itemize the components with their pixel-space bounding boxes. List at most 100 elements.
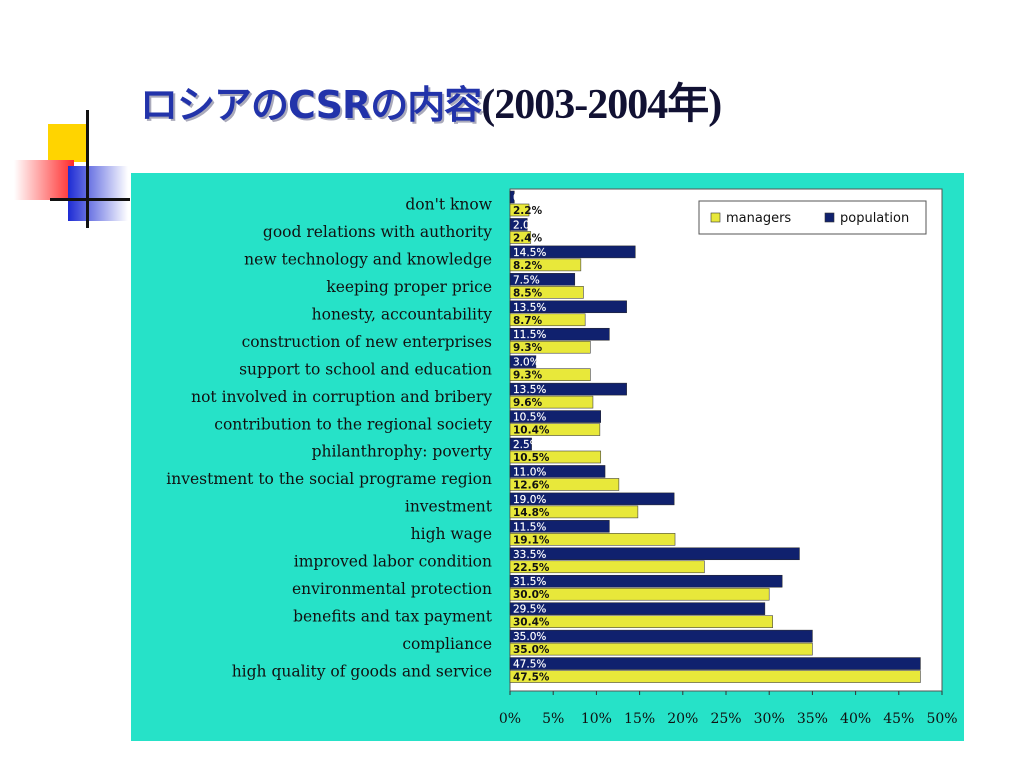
data-label-population: 10.5% bbox=[513, 412, 546, 424]
data-label-population: 7.5% bbox=[513, 274, 540, 286]
category-label: keeping proper price bbox=[326, 278, 492, 296]
x-tick-label: 20% bbox=[667, 711, 698, 727]
x-tick-label: 15% bbox=[624, 711, 655, 727]
data-label-managers: 8.7% bbox=[513, 315, 543, 327]
category-label: don't know bbox=[405, 196, 492, 214]
data-label-managers: 14.8% bbox=[513, 507, 550, 519]
category-label: high wage bbox=[411, 525, 492, 543]
category-label: compliance bbox=[402, 635, 492, 653]
data-label-managers: 10.5% bbox=[513, 452, 550, 464]
bar-population bbox=[509, 629, 813, 643]
bar-population bbox=[509, 300, 627, 314]
bar-managers bbox=[509, 313, 586, 327]
bar-managers bbox=[509, 642, 813, 656]
x-tick-label: 35% bbox=[797, 711, 828, 727]
bar-managers bbox=[509, 615, 773, 628]
data-label-population: 14.5% bbox=[513, 247, 546, 259]
data-label-managers: 30.0% bbox=[513, 589, 550, 601]
category-label: benefits and tax payment bbox=[293, 607, 493, 625]
bar-managers bbox=[509, 670, 921, 683]
chart-panel: don't know 0.5% 2.2% good relations with au… bbox=[131, 173, 964, 741]
bar-population bbox=[509, 245, 636, 259]
bar-population bbox=[509, 492, 675, 506]
x-tick-label: 50% bbox=[926, 711, 957, 727]
legend-box bbox=[698, 200, 927, 235]
x-tick-label: 25% bbox=[710, 711, 741, 727]
x-tick-label: 40% bbox=[840, 711, 871, 727]
category-label: support to school and education bbox=[239, 360, 492, 378]
category-label: new technology and knowledge bbox=[244, 251, 492, 269]
data-label-managers: 47.5% bbox=[513, 672, 550, 684]
data-label-population: 29.5% bbox=[513, 604, 546, 616]
data-label-managers: 2.2% bbox=[513, 205, 543, 217]
data-label-managers: 9.3% bbox=[513, 342, 543, 354]
bar-population bbox=[509, 190, 515, 204]
bar-managers bbox=[509, 505, 639, 519]
category-label: philanthrophy: poverty bbox=[312, 443, 493, 461]
category-label: improved labor condition bbox=[294, 553, 492, 571]
category-label: high quality of goods and service bbox=[232, 662, 492, 680]
data-label-managers: 9.3% bbox=[513, 370, 543, 382]
title-years: (2003-2004年) bbox=[481, 82, 722, 128]
bar-managers bbox=[509, 423, 601, 436]
category-label: environmental protection bbox=[292, 580, 492, 598]
bar-population bbox=[509, 520, 610, 533]
bar-managers bbox=[509, 286, 584, 299]
bar-population bbox=[509, 218, 528, 231]
legend-label-managers: managers bbox=[726, 211, 791, 226]
bar-managers bbox=[509, 560, 705, 574]
x-tick-label: 5% bbox=[542, 711, 564, 727]
bar-population bbox=[509, 437, 532, 451]
data-label-population: 2.5% bbox=[513, 439, 540, 451]
bar-managers bbox=[509, 203, 530, 217]
bar-managers bbox=[509, 450, 602, 464]
data-label-population: 13.5% bbox=[513, 384, 546, 396]
data-label-managers: 2.4% bbox=[513, 232, 543, 244]
category-label: contribution to the regional society bbox=[214, 415, 492, 433]
legend-swatch-population bbox=[824, 212, 835, 223]
bar-population bbox=[509, 355, 537, 368]
bar-population bbox=[509, 574, 783, 588]
data-label-managers: 10.4% bbox=[513, 425, 550, 437]
data-label-population: 33.5% bbox=[513, 549, 546, 561]
bar-managers bbox=[509, 231, 532, 244]
category-label: honesty, accountability bbox=[312, 306, 493, 324]
decorative-squares bbox=[10, 110, 135, 230]
bar-managers bbox=[509, 340, 591, 354]
bar-managers bbox=[509, 478, 620, 491]
data-label-population: 19.0% bbox=[513, 494, 546, 506]
data-label-population: 11.5% bbox=[513, 329, 546, 341]
x-tick-label: 10% bbox=[581, 711, 612, 727]
bar-chart: don't know 0.5%2.2% good relations with au… bbox=[166, 188, 958, 727]
x-tick-label: 30% bbox=[754, 711, 785, 727]
x-tick-label: 0% bbox=[499, 711, 521, 727]
data-label-population: 0.5% bbox=[513, 192, 540, 204]
bar-managers bbox=[509, 368, 591, 381]
bar-managers bbox=[509, 533, 676, 546]
data-label-population: 13.5% bbox=[513, 302, 546, 314]
bar-managers bbox=[509, 587, 770, 601]
data-label-managers: 8.5% bbox=[513, 287, 543, 299]
legend-swatch-managers bbox=[710, 212, 721, 223]
category-label: construction of new enterprises bbox=[242, 333, 492, 351]
data-label-population: 3.0% bbox=[513, 357, 540, 369]
bar-population bbox=[509, 273, 576, 286]
legend-label-population: population bbox=[840, 211, 909, 226]
category-label: investment to the social programe region bbox=[166, 470, 492, 488]
data-label-population: 2.0% bbox=[513, 219, 540, 231]
data-label-managers: 12.6% bbox=[513, 479, 550, 491]
data-label-population: 11.0% bbox=[513, 466, 546, 478]
data-label-managers: 30.4% bbox=[513, 617, 550, 629]
data-label-managers: 9.6% bbox=[513, 397, 543, 409]
bar-population bbox=[509, 602, 766, 615]
data-label-population: 11.5% bbox=[513, 521, 546, 533]
bar-population bbox=[509, 327, 610, 341]
data-label-managers: 19.1% bbox=[513, 534, 550, 546]
bar-population bbox=[509, 382, 627, 396]
data-label-managers: 22.5% bbox=[513, 562, 550, 574]
bar-population bbox=[509, 657, 921, 670]
slide-title: ロシアのCSRの内容(2003-2004年) bbox=[140, 70, 722, 131]
bar-managers bbox=[509, 258, 582, 272]
category-label: not involved in corruption and bribery bbox=[191, 388, 492, 406]
data-label-managers: 35.0% bbox=[513, 644, 550, 656]
